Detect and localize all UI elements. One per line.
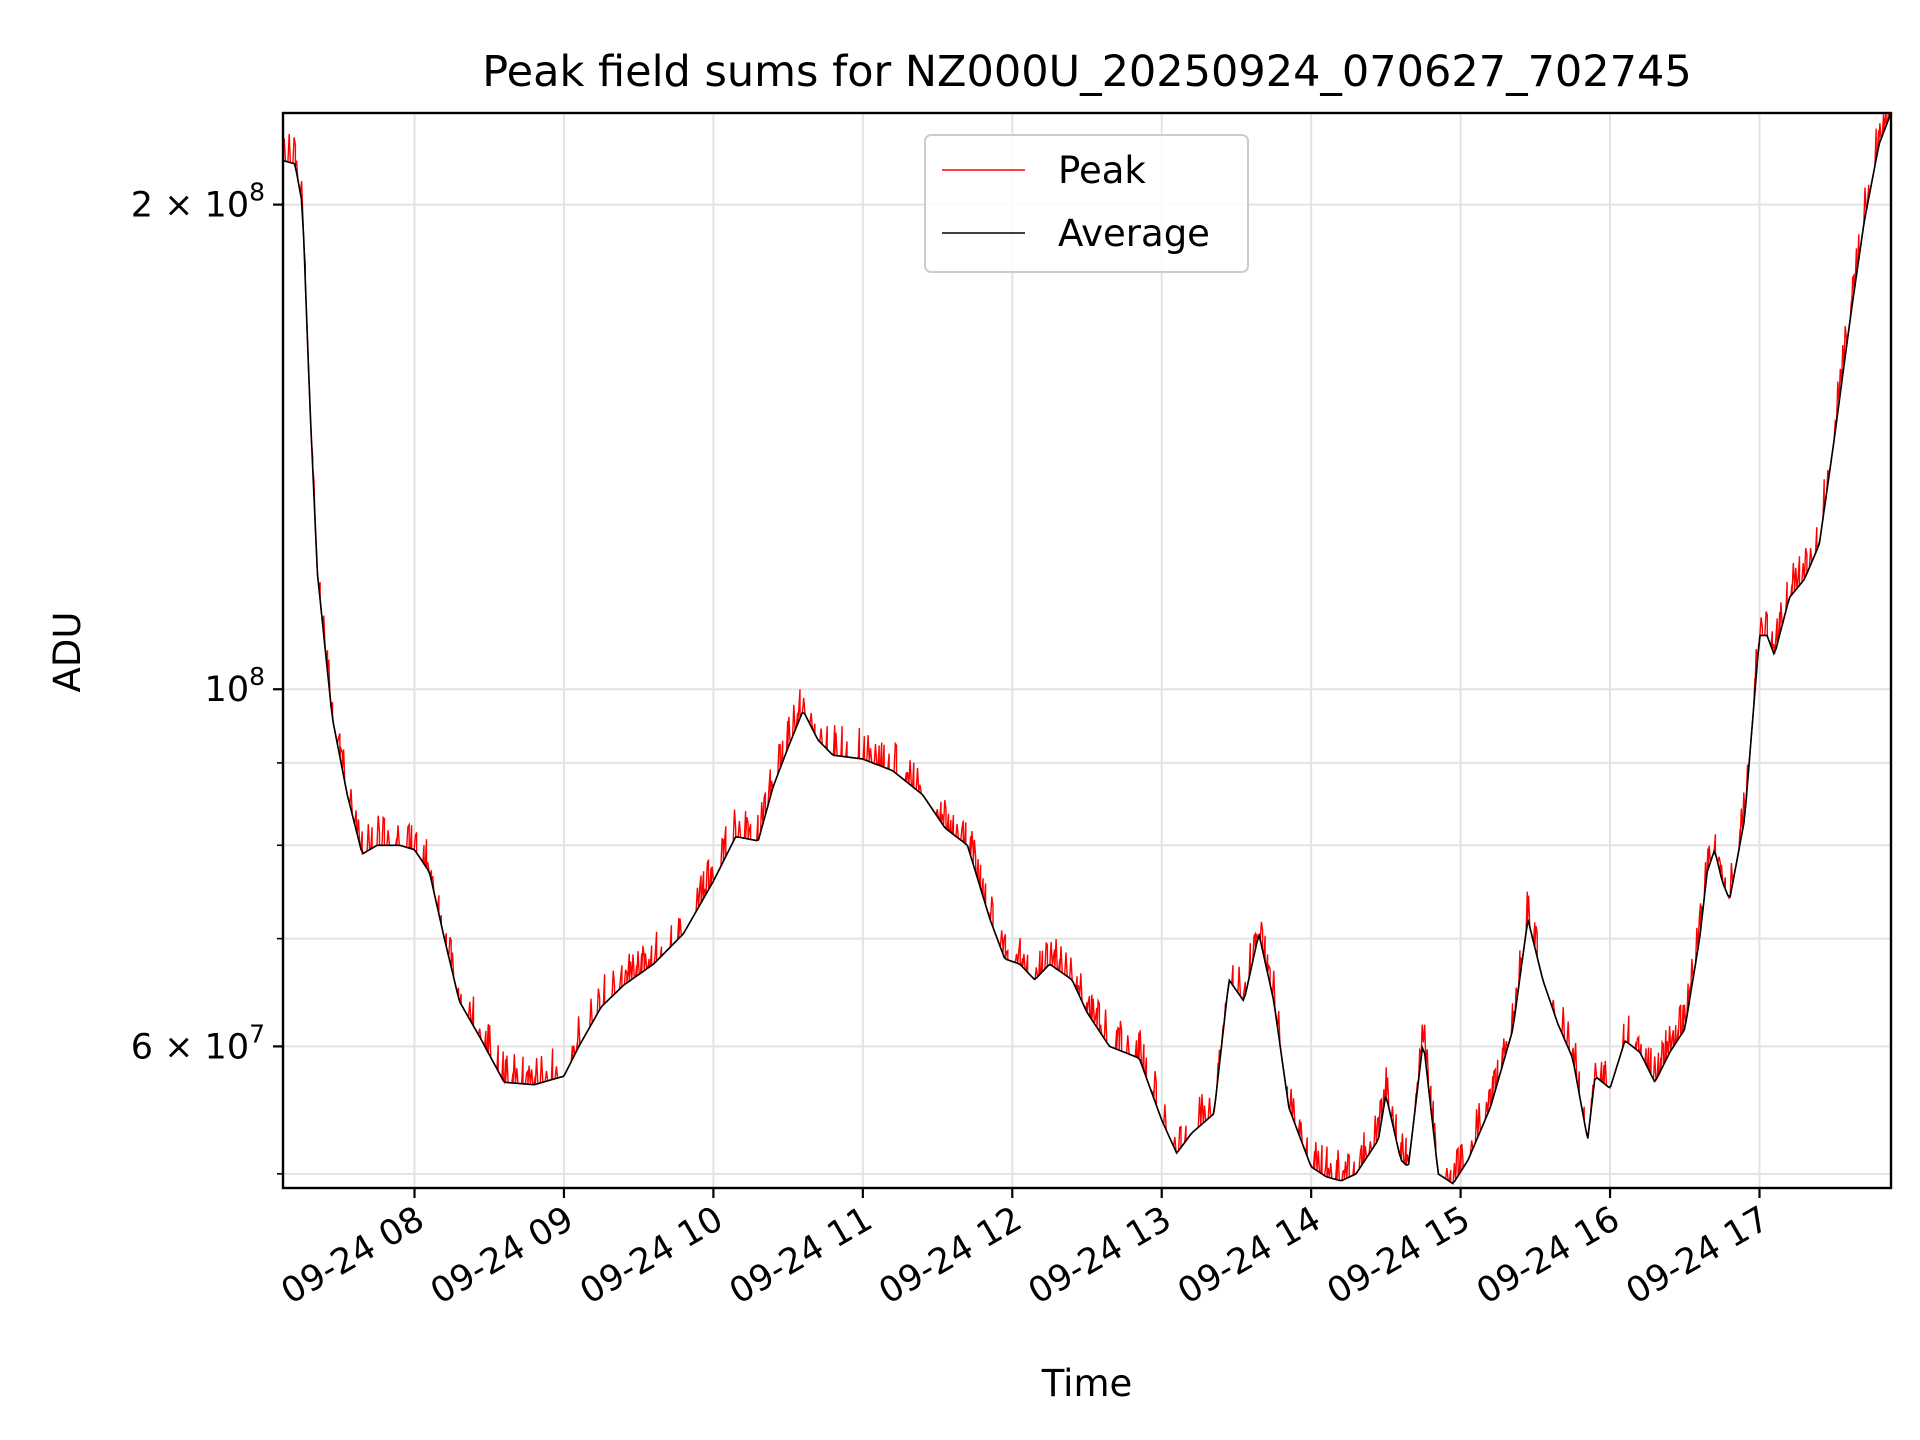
y-tick-label: 108	[205, 662, 265, 710]
series-average-line	[283, 113, 1891, 1185]
x-axis-label: Time	[1041, 1362, 1133, 1405]
y-tick-label-base: 2 × 10	[131, 186, 249, 226]
series-lines	[283, 113, 1891, 1185]
plot-frame	[281, 111, 1893, 1190]
y-tick-label: 2 × 108	[131, 178, 265, 226]
legend-label-average: Average	[1058, 212, 1210, 255]
y-tick-label-exponent: 8	[249, 662, 265, 691]
y-tick-label-base: 6 × 10	[131, 1027, 249, 1067]
y-tick-label: 6 × 107	[131, 1019, 265, 1067]
y-axis-label: ADU	[46, 612, 89, 693]
legend-label-peak: Peak	[1058, 149, 1146, 192]
y-tick-label-base: 10	[205, 670, 250, 710]
y-tick-label-exponent: 8	[249, 178, 265, 207]
y-tick-label-exponent: 7	[249, 1019, 265, 1048]
legend: Peak Average	[924, 134, 1249, 273]
chart-title: Peak field sums for NZ000U_20250924_0706…	[482, 47, 1691, 97]
